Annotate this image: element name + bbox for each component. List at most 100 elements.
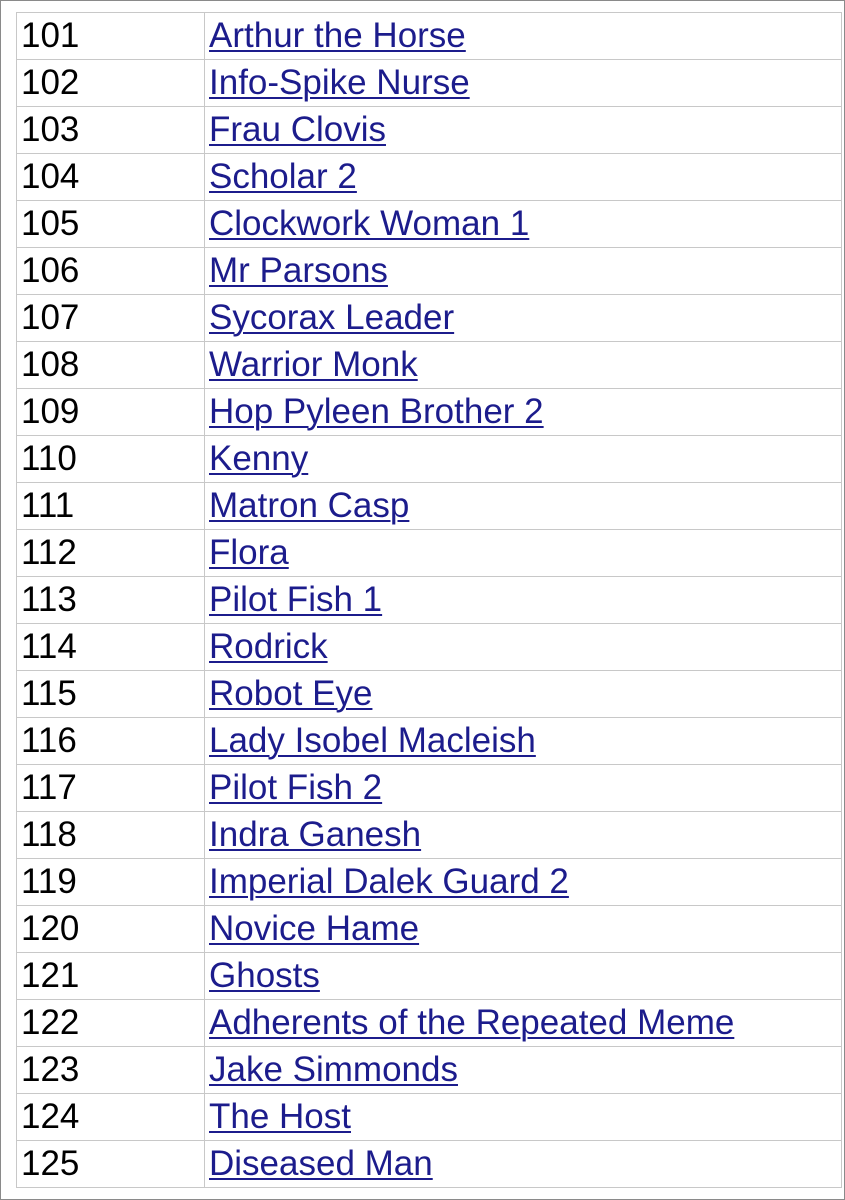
- character-link[interactable]: Warrior Monk: [209, 345, 418, 384]
- row-number: 125: [16, 1140, 205, 1188]
- character-link[interactable]: Indra Ganesh: [209, 815, 422, 854]
- row-number: 112: [16, 529, 205, 577]
- row-number: 101: [16, 12, 205, 60]
- character-link[interactable]: Adherents of the Repeated Meme: [209, 1003, 735, 1042]
- character-link[interactable]: Lady Isobel Macleish: [209, 721, 536, 760]
- character-link[interactable]: Rodrick: [209, 627, 328, 666]
- character-link[interactable]: Diseased Man: [209, 1144, 433, 1183]
- character-link[interactable]: Jake Simmonds: [209, 1050, 458, 1089]
- character-link[interactable]: Pilot Fish 2: [209, 768, 383, 807]
- name-cell: Flora: [204, 529, 842, 577]
- row-number: 113: [16, 576, 205, 624]
- name-cell: Info-Spike Nurse: [204, 59, 842, 107]
- row-number: 114: [16, 623, 205, 671]
- name-cell: Clockwork Woman 1: [204, 200, 842, 248]
- character-link[interactable]: Arthur the Horse: [209, 16, 466, 55]
- name-cell: Sycorax Leader: [204, 294, 842, 342]
- name-cell: Diseased Man: [204, 1140, 842, 1188]
- character-link[interactable]: Mr Parsons: [209, 251, 388, 290]
- table-row: 107 Sycorax Leader: [16, 294, 842, 342]
- name-cell: Robot Eye: [204, 670, 842, 718]
- table-row: 119 Imperial Dalek Guard 2: [16, 858, 842, 906]
- table-row: 108 Warrior Monk: [16, 341, 842, 389]
- table-row: 109 Hop Pyleen Brother 2: [16, 388, 842, 436]
- row-number: 118: [16, 811, 205, 859]
- character-table: 101 Arthur the Horse 102 Info-Spike Nurse 10…: [16, 12, 842, 1188]
- table-row: 106 Mr Parsons: [16, 247, 842, 295]
- name-cell: Rodrick: [204, 623, 842, 671]
- table-row: 118 Indra Ganesh: [16, 811, 842, 859]
- table-row: 111 Matron Casp: [16, 482, 842, 530]
- name-cell: Kenny: [204, 435, 842, 483]
- row-number: 107: [16, 294, 205, 342]
- table-row: 101 Arthur the Horse: [16, 12, 842, 60]
- name-cell: Jake Simmonds: [204, 1046, 842, 1094]
- name-cell: The Host: [204, 1093, 842, 1141]
- character-link[interactable]: The Host: [209, 1097, 351, 1136]
- name-cell: Adherents of the Repeated Meme: [204, 999, 842, 1047]
- name-cell: Warrior Monk: [204, 341, 842, 389]
- character-link[interactable]: Matron Casp: [209, 486, 410, 525]
- character-link[interactable]: Robot Eye: [209, 674, 373, 713]
- row-number: 116: [16, 717, 205, 765]
- character-link[interactable]: Novice Hame: [209, 909, 420, 948]
- row-number: 122: [16, 999, 205, 1047]
- table-row: 103 Frau Clovis: [16, 106, 842, 154]
- row-number: 103: [16, 106, 205, 154]
- name-cell: Scholar 2: [204, 153, 842, 201]
- name-cell: Novice Hame: [204, 905, 842, 953]
- table-row: 104 Scholar 2: [16, 153, 842, 201]
- name-cell: Arthur the Horse: [204, 12, 842, 60]
- table-row: 102 Info-Spike Nurse: [16, 59, 842, 107]
- character-link[interactable]: Pilot Fish 1: [209, 580, 383, 619]
- row-number: 106: [16, 247, 205, 295]
- name-cell: Matron Casp: [204, 482, 842, 530]
- row-number: 117: [16, 764, 205, 812]
- row-number: 121: [16, 952, 205, 1000]
- table-row: 114 Rodrick: [16, 623, 842, 671]
- row-number: 109: [16, 388, 205, 436]
- name-cell: Imperial Dalek Guard 2: [204, 858, 842, 906]
- character-link[interactable]: Imperial Dalek Guard 2: [209, 862, 569, 901]
- table-row: 123 Jake Simmonds: [16, 1046, 842, 1094]
- row-number: 102: [16, 59, 205, 107]
- name-cell: Frau Clovis: [204, 106, 842, 154]
- character-link[interactable]: Kenny: [209, 439, 309, 478]
- name-cell: Lady Isobel Macleish: [204, 717, 842, 765]
- character-link[interactable]: Info-Spike Nurse: [209, 63, 470, 102]
- table-row: 124 The Host: [16, 1093, 842, 1141]
- name-cell: Indra Ganesh: [204, 811, 842, 859]
- character-link[interactable]: Scholar 2: [209, 157, 357, 196]
- table-row: 120 Novice Hame: [16, 905, 842, 953]
- row-number: 123: [16, 1046, 205, 1094]
- name-cell: Mr Parsons: [204, 247, 842, 295]
- character-link[interactable]: Hop Pyleen Brother 2: [209, 392, 544, 431]
- character-link[interactable]: Sycorax Leader: [209, 298, 455, 337]
- table-row: 122 Adherents of the Repeated Meme: [16, 999, 842, 1047]
- character-link[interactable]: Ghosts: [209, 956, 320, 995]
- row-number: 105: [16, 200, 205, 248]
- row-number: 104: [16, 153, 205, 201]
- table-row: 117 Pilot Fish 2: [16, 764, 842, 812]
- table-row: 112 Flora: [16, 529, 842, 577]
- row-number: 119: [16, 858, 205, 906]
- character-link[interactable]: Flora: [209, 533, 289, 572]
- name-cell: Ghosts: [204, 952, 842, 1000]
- table-row: 125 Diseased Man: [16, 1140, 842, 1188]
- character-link[interactable]: Clockwork Woman 1: [209, 204, 530, 243]
- row-number: 110: [16, 435, 205, 483]
- row-number: 115: [16, 670, 205, 718]
- table-row: 105 Clockwork Woman 1: [16, 200, 842, 248]
- name-cell: Hop Pyleen Brother 2: [204, 388, 842, 436]
- row-number: 111: [16, 482, 205, 530]
- character-link[interactable]: Frau Clovis: [209, 110, 386, 149]
- table-row: 121 Ghosts: [16, 952, 842, 1000]
- row-number: 120: [16, 905, 205, 953]
- table-row: 116 Lady Isobel Macleish: [16, 717, 842, 765]
- table-row: 113 Pilot Fish 1: [16, 576, 842, 624]
- name-cell: Pilot Fish 2: [204, 764, 842, 812]
- row-number: 124: [16, 1093, 205, 1141]
- name-cell: Pilot Fish 1: [204, 576, 842, 624]
- table-row: 110 Kenny: [16, 435, 842, 483]
- row-number: 108: [16, 341, 205, 389]
